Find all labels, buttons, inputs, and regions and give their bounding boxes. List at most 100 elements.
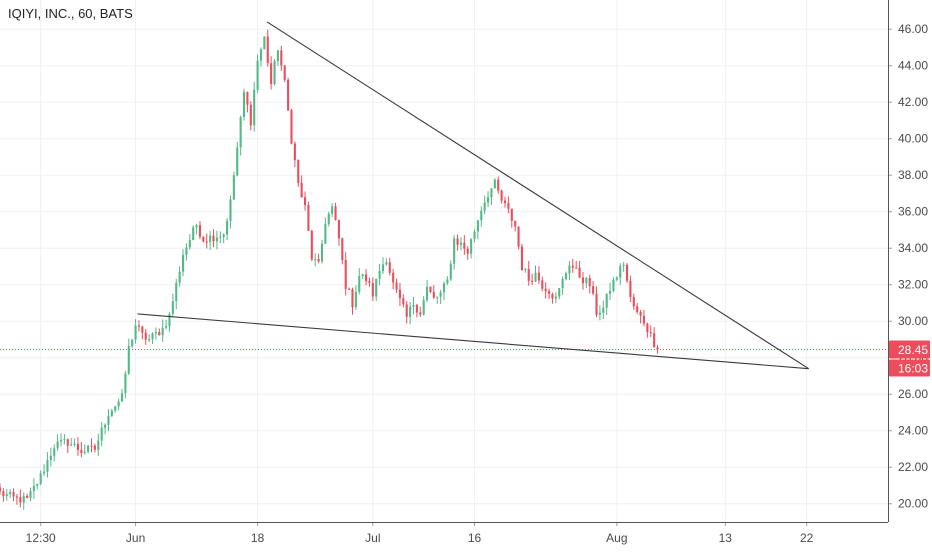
candle-body [520, 246, 524, 271]
candle [229, 195, 232, 229]
candle [653, 327, 656, 348]
candle-body [49, 455, 52, 461]
candle [625, 263, 629, 284]
x-tick-label: Aug [606, 531, 627, 545]
candle [131, 339, 134, 349]
candle [554, 292, 557, 304]
candle-body [524, 268, 527, 271]
candle-body [517, 226, 520, 247]
candle-body [622, 264, 625, 267]
candle-body [141, 326, 144, 333]
candle-body [334, 206, 337, 220]
candle-body [490, 188, 493, 198]
candle [385, 258, 388, 266]
candle-body [649, 332, 652, 334]
candle [56, 434, 59, 451]
candle-body [456, 238, 459, 245]
candle [449, 260, 452, 281]
candle-body [80, 449, 83, 454]
candle-body [263, 36, 266, 50]
candle-body [429, 286, 432, 292]
candle [358, 268, 361, 295]
candle [39, 470, 42, 486]
candle [15, 493, 18, 505]
candle-body [192, 227, 195, 240]
candle [364, 269, 368, 286]
candle [144, 329, 147, 345]
candle [93, 443, 96, 453]
candle [510, 208, 513, 228]
candle-body [402, 298, 405, 305]
candle-body [351, 289, 354, 308]
candle-body [300, 182, 303, 198]
candle [222, 233, 225, 244]
candle [588, 274, 591, 294]
candle [493, 178, 496, 189]
candle-body [181, 254, 185, 272]
candle-body [571, 265, 574, 268]
candle-body [26, 495, 29, 499]
candle [154, 327, 157, 340]
candle [161, 319, 164, 342]
candle [117, 398, 120, 411]
candle-body [605, 293, 608, 308]
trendlines[interactable] [137, 21, 809, 370]
candle [381, 257, 385, 275]
candle-body [348, 288, 351, 290]
candle-body [558, 288, 561, 297]
candle-body [246, 91, 249, 105]
candle [80, 442, 83, 458]
candle [388, 257, 391, 276]
candle-body [609, 290, 612, 294]
candle-body [5, 494, 8, 497]
candle-body [161, 327, 164, 336]
candle [97, 433, 100, 457]
candle [49, 447, 52, 467]
candle-body [632, 297, 635, 307]
candle-body [371, 282, 374, 297]
candle-body [568, 265, 571, 274]
time-axis-bg [0, 522, 932, 550]
candle-body [303, 197, 307, 206]
candle-body [266, 36, 269, 64]
candle [246, 91, 249, 113]
candle [571, 258, 574, 273]
candle-body [249, 104, 252, 126]
candle [120, 389, 124, 403]
candle-body [276, 50, 279, 62]
candle [503, 196, 507, 208]
candle [83, 444, 86, 455]
candle [263, 36, 266, 50]
candle-body [148, 339, 151, 341]
candle-body [165, 326, 168, 328]
candle [226, 218, 229, 240]
candle-body [314, 258, 317, 260]
candle [436, 296, 439, 304]
price-axis[interactable]: 20.0022.0024.0026.0028.0030.0032.0034.00… [888, 0, 932, 550]
candle-body [358, 276, 361, 292]
candle [487, 191, 490, 208]
candle [609, 282, 612, 300]
candle-body [307, 205, 310, 231]
candle-body [287, 79, 290, 111]
candle [402, 294, 405, 308]
candle-body [656, 347, 659, 350]
time-axis[interactable]: 12:30 Jun 18 Jul 16 Aug 13 22 [0, 522, 932, 550]
last-price-tag [889, 340, 930, 359]
candle-body [137, 325, 141, 327]
candle-body [361, 274, 364, 277]
candle [124, 370, 127, 399]
candle-body [541, 280, 544, 289]
candle-body [324, 223, 327, 244]
candle [405, 300, 408, 324]
candle [632, 293, 635, 310]
candle [9, 489, 12, 498]
trendline-upper [266, 21, 809, 370]
candle [19, 489, 22, 508]
candle-body [87, 445, 90, 452]
candle [561, 276, 564, 296]
candle-body [388, 262, 391, 273]
candle-body [375, 278, 378, 297]
